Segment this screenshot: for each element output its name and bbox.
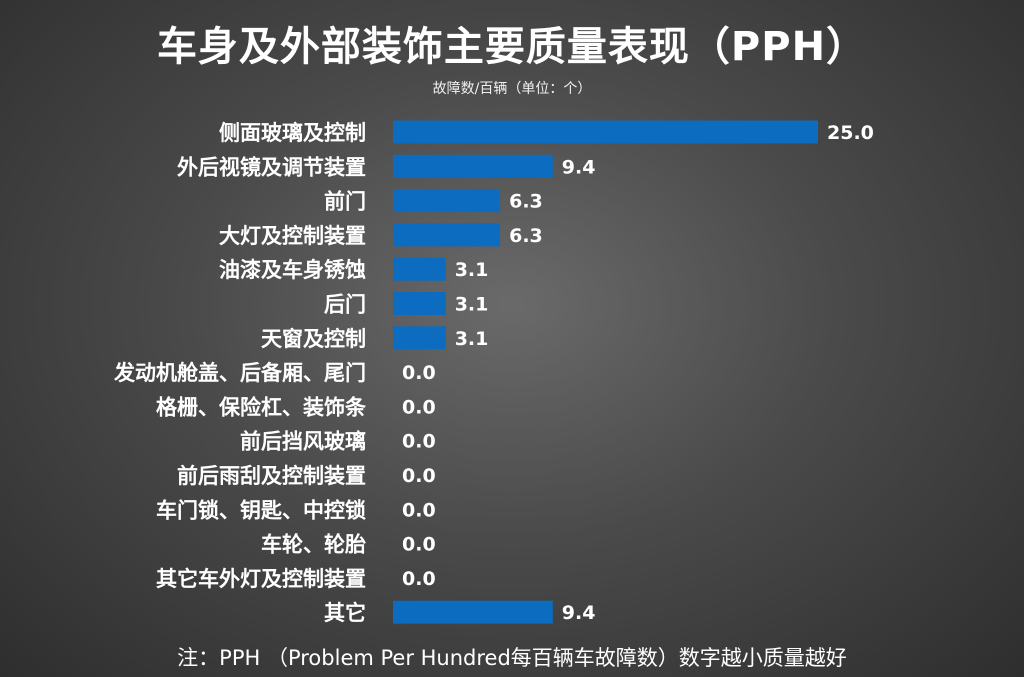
value-label: 3.1 xyxy=(455,259,489,281)
value-label: 9.4 xyxy=(562,602,596,624)
category-label: 天窗及控制 xyxy=(261,327,366,351)
value-label: 0.0 xyxy=(402,534,436,556)
value-label: 0.0 xyxy=(402,499,436,521)
category-label: 油漆及车身锈蚀 xyxy=(219,258,366,282)
category-label: 格栅、保险杠、装饰条 xyxy=(156,395,367,419)
chart-footnote: 注：PPH （Problem Per Hundred每百辆车故障数）数字越小质量… xyxy=(177,646,847,670)
category-label: 其它 xyxy=(324,601,366,625)
bar xyxy=(393,326,446,350)
bar xyxy=(393,154,553,178)
value-label: 6.3 xyxy=(509,225,543,247)
bar xyxy=(393,189,501,213)
bar xyxy=(393,600,553,624)
category-label: 前后挡风玻璃 xyxy=(240,430,366,454)
bar xyxy=(393,292,446,315)
category-label: 车门锁、钥匙、中控锁 xyxy=(156,498,366,522)
value-label: 25.0 xyxy=(827,122,874,144)
chart-subtitle: 故障数/百辆（单位：个） xyxy=(432,81,592,97)
category-label: 其它车外灯及控制装置 xyxy=(156,567,366,591)
chart-title: 车身及外部装饰主要质量表现（PPH） xyxy=(156,24,868,70)
value-label: 3.1 xyxy=(455,294,489,316)
category-label: 后门 xyxy=(324,293,366,317)
bar xyxy=(393,223,501,247)
category-label: 外后视镜及调节装置 xyxy=(177,155,366,179)
bar xyxy=(393,257,446,281)
value-label: 0.0 xyxy=(402,396,436,418)
category-label: 前后雨刮及控制装置 xyxy=(177,464,366,488)
bar xyxy=(393,120,818,144)
bars-layer: 侧面玻璃及控制 25.0 外后视镜及调节装置 9.4 前门 6.3 大灯及控制装置 6.3 油漆… xyxy=(113,120,874,625)
value-label: 0.0 xyxy=(402,568,436,590)
value-label: 0.0 xyxy=(402,431,436,453)
category-label: 侧面玻璃及控制 xyxy=(219,121,366,145)
value-label: 0.0 xyxy=(402,362,436,384)
value-label: 9.4 xyxy=(562,156,596,178)
category-label: 大灯及控制装置 xyxy=(219,224,366,248)
category-label: 发动机舱盖、后备厢、尾门 xyxy=(113,361,366,385)
category-label: 车轮、轮胎 xyxy=(261,533,366,557)
value-label: 3.1 xyxy=(455,328,489,350)
category-label: 前门 xyxy=(324,190,366,214)
value-label: 6.3 xyxy=(509,191,543,213)
value-label: 0.0 xyxy=(402,465,436,487)
